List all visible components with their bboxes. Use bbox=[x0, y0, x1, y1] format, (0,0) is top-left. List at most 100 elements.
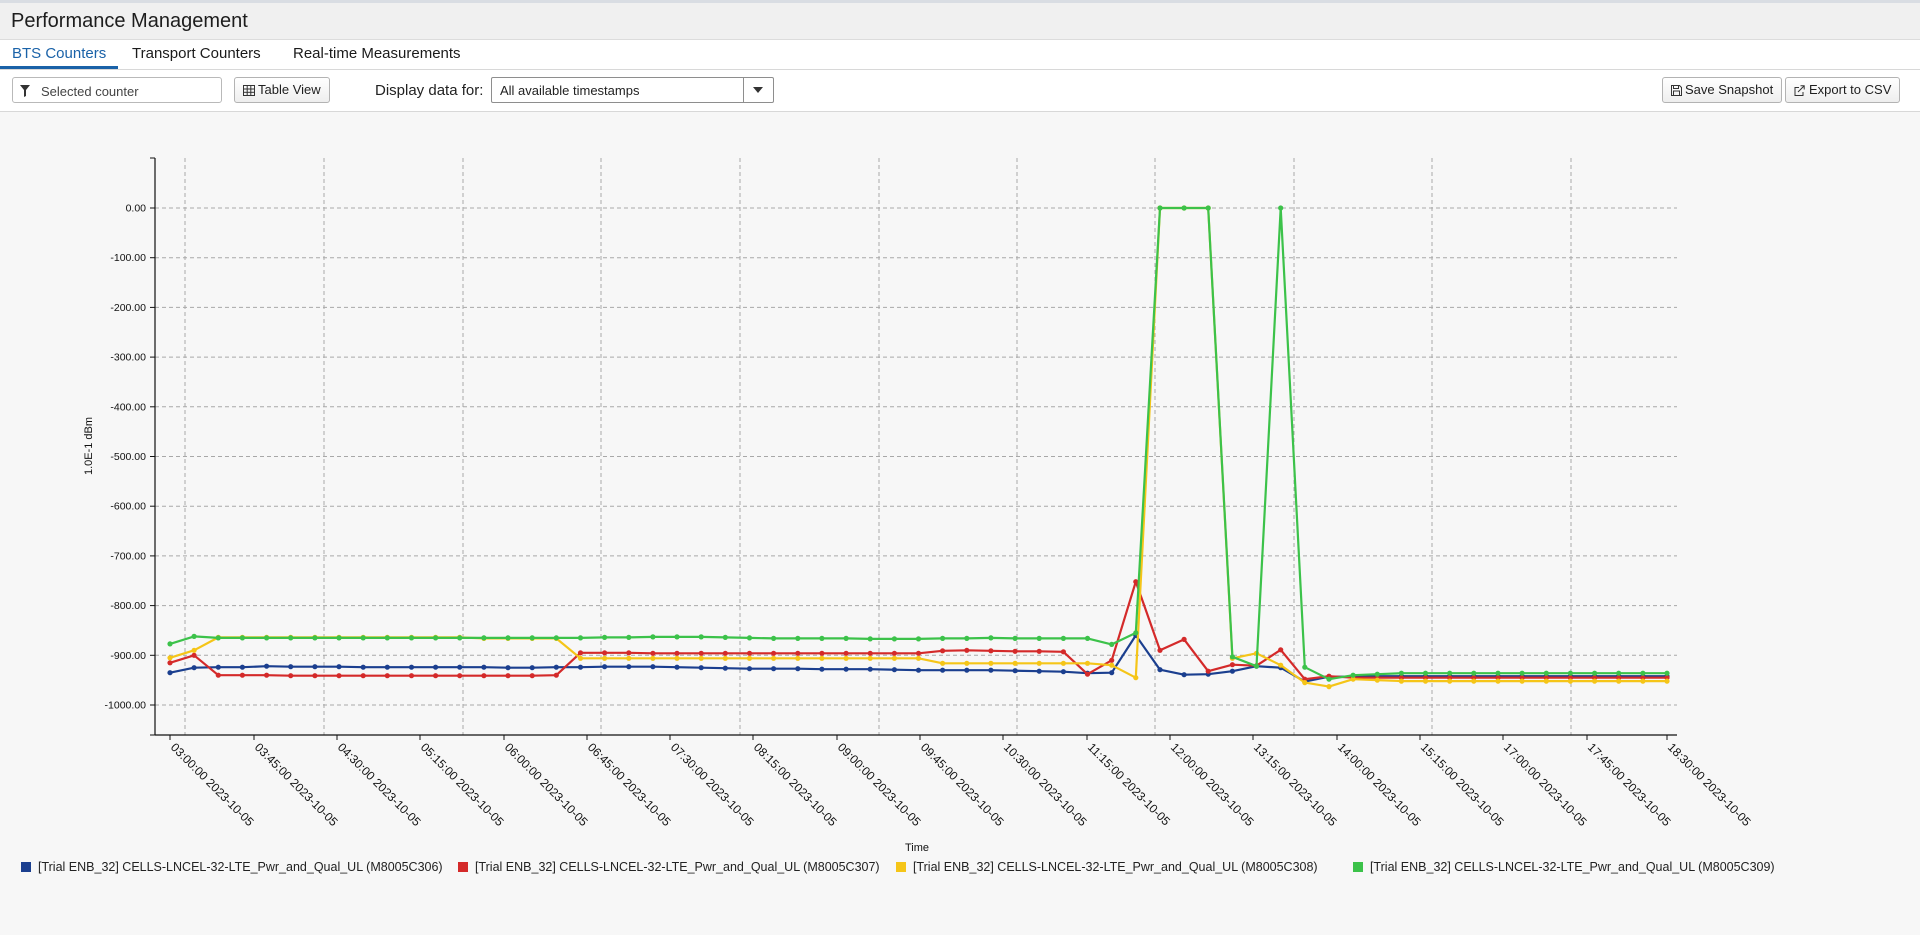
data-point bbox=[481, 673, 487, 679]
data-point bbox=[1640, 678, 1646, 684]
data-point bbox=[1350, 672, 1356, 678]
data-point bbox=[1326, 684, 1332, 690]
data-point bbox=[626, 664, 632, 670]
data-point bbox=[1278, 662, 1284, 668]
data-point bbox=[867, 655, 873, 661]
y-tick-label: -600.00 bbox=[110, 501, 146, 513]
export-csv-label: Export to CSV bbox=[1809, 82, 1892, 97]
save-snapshot-button[interactable]: Save Snapshot bbox=[1662, 77, 1783, 103]
data-point bbox=[215, 672, 221, 678]
data-point bbox=[1422, 678, 1429, 684]
data-point bbox=[457, 664, 463, 670]
table-view-button[interactable]: Table View bbox=[234, 77, 330, 103]
data-point bbox=[940, 660, 946, 666]
y-tick-label: -700.00 bbox=[110, 550, 146, 562]
data-point bbox=[1253, 663, 1260, 669]
y-tick-label: -200.00 bbox=[110, 302, 146, 314]
data-point bbox=[1109, 657, 1115, 663]
data-point bbox=[1326, 676, 1332, 682]
data-point bbox=[626, 655, 632, 661]
table-view-label: Table View bbox=[258, 82, 321, 97]
legend-label: [Trial ENB_32] CELLS-LNCEL-32-LTE_Pwr_an… bbox=[38, 860, 443, 874]
tab-real-time-measurements[interactable]: Real-time Measurements bbox=[293, 45, 461, 62]
data-point bbox=[529, 665, 535, 671]
select-arrow[interactable] bbox=[743, 78, 773, 102]
legend-label: [Trial ENB_32] CELLS-LNCEL-32-LTE_Pwr_an… bbox=[913, 860, 1318, 874]
data-point bbox=[1229, 654, 1235, 660]
export-csv-button[interactable]: Export to CSV bbox=[1785, 77, 1901, 103]
data-point bbox=[771, 666, 777, 672]
data-point bbox=[505, 635, 511, 641]
data-point bbox=[891, 667, 898, 673]
legend-swatch bbox=[458, 862, 468, 872]
tab-bts-counters[interactable]: BTS Counters bbox=[0, 40, 119, 69]
data-point bbox=[505, 673, 511, 679]
data-point bbox=[1543, 678, 1549, 684]
data-point bbox=[1543, 670, 1549, 676]
data-point bbox=[867, 650, 873, 656]
data-point bbox=[1133, 579, 1139, 585]
data-point bbox=[1616, 678, 1622, 684]
data-point bbox=[1205, 668, 1211, 674]
data-point bbox=[771, 635, 777, 642]
data-point bbox=[1036, 635, 1042, 642]
window-top-border bbox=[0, 0, 1920, 3]
counter-filter-field[interactable] bbox=[12, 77, 222, 103]
data-point bbox=[408, 635, 415, 641]
data-point bbox=[1157, 647, 1163, 653]
y-tick-label: -500.00 bbox=[110, 451, 146, 463]
y-tick-label: -900.00 bbox=[110, 650, 146, 662]
data-point bbox=[940, 635, 946, 642]
data-point bbox=[915, 650, 922, 656]
data-point bbox=[1471, 670, 1477, 676]
data-point bbox=[239, 672, 245, 678]
counter-filter-input[interactable] bbox=[39, 80, 221, 102]
data-point bbox=[264, 635, 270, 641]
data-point bbox=[433, 664, 439, 670]
x-tick-label: 03:45:00 2023-10-05 bbox=[252, 740, 341, 829]
data-point bbox=[602, 655, 608, 661]
x-tick-label: 06:45:00 2023-10-05 bbox=[585, 740, 674, 829]
data-point bbox=[795, 666, 801, 672]
data-point bbox=[191, 665, 197, 671]
x-tick-label: 11:15:00 2023-10-05 bbox=[1085, 740, 1173, 828]
data-point bbox=[722, 655, 728, 661]
data-point bbox=[191, 647, 197, 653]
data-point bbox=[795, 655, 801, 661]
page-title: Performance Management bbox=[11, 10, 248, 32]
data-point bbox=[1398, 670, 1404, 676]
data-point bbox=[891, 655, 898, 661]
data-point bbox=[698, 665, 704, 671]
data-point bbox=[481, 664, 487, 670]
data-point bbox=[626, 634, 632, 641]
data-point bbox=[650, 655, 656, 661]
toolbar: Table View Display data for: All availab… bbox=[0, 70, 1920, 112]
chart-series bbox=[167, 205, 1670, 690]
data-point bbox=[964, 667, 970, 673]
data-point bbox=[1133, 630, 1139, 636]
data-point bbox=[577, 664, 584, 670]
data-point bbox=[1157, 667, 1163, 673]
data-point bbox=[1036, 660, 1042, 666]
data-point bbox=[964, 635, 970, 642]
data-point bbox=[988, 648, 994, 654]
data-point bbox=[336, 635, 342, 641]
data-point bbox=[940, 648, 946, 654]
data-point bbox=[360, 673, 366, 679]
timestamp-select[interactable]: All available timestamps bbox=[491, 77, 774, 103]
data-point bbox=[746, 650, 753, 656]
tab-transport-counters[interactable]: Transport Counters bbox=[132, 45, 261, 62]
series-line bbox=[169, 206, 1667, 688]
data-point bbox=[746, 666, 753, 672]
x-axis-label: Time bbox=[905, 842, 929, 852]
data-point bbox=[1495, 670, 1501, 676]
data-point bbox=[1181, 672, 1187, 678]
data-point bbox=[336, 673, 342, 679]
data-point bbox=[843, 655, 849, 661]
data-point bbox=[1060, 635, 1066, 642]
data-point bbox=[264, 672, 270, 678]
legend-swatch bbox=[21, 862, 31, 872]
data-point bbox=[891, 636, 898, 642]
data-point bbox=[915, 636, 922, 642]
data-point bbox=[1350, 676, 1356, 682]
